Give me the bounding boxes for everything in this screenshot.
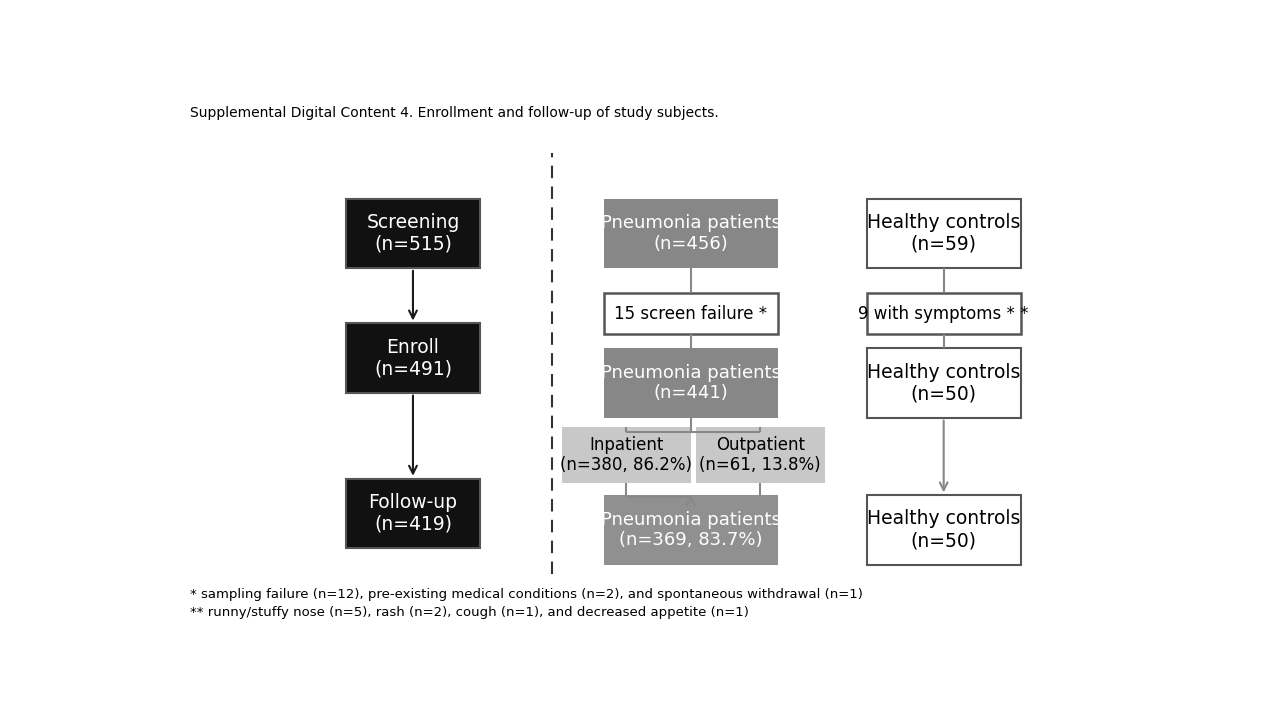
Text: Pneumonia patients
(n=456): Pneumonia patients (n=456)	[600, 214, 781, 253]
Bar	[604, 293, 777, 335]
Text: Inpatient
(n=380, 86.2%): Inpatient (n=380, 86.2%)	[561, 436, 692, 474]
Bar	[867, 348, 1020, 418]
Text: Healthy controls
(n=50): Healthy controls (n=50)	[867, 362, 1020, 403]
Text: 15 screen failure *: 15 screen failure *	[614, 305, 767, 323]
Bar	[867, 495, 1020, 564]
Bar	[867, 293, 1020, 335]
Bar	[562, 428, 691, 483]
Text: Supplemental Digital Content 4. Enrollment and follow-up of study subjects.: Supplemental Digital Content 4. Enrollme…	[189, 106, 718, 120]
Text: Outpatient
(n=61, 13.8%): Outpatient (n=61, 13.8%)	[699, 436, 820, 474]
Bar	[604, 199, 777, 268]
Bar	[346, 199, 480, 268]
Text: Healthy controls
(n=59): Healthy controls (n=59)	[867, 213, 1020, 254]
Text: Follow-up
(n=419): Follow-up (n=419)	[369, 492, 457, 534]
Text: Healthy controls
(n=50): Healthy controls (n=50)	[867, 510, 1020, 550]
Bar	[604, 495, 777, 564]
Text: 9 with symptoms * *: 9 with symptoms * *	[859, 305, 1029, 323]
Bar	[867, 199, 1020, 268]
Text: Pneumonia patients
(n=441): Pneumonia patients (n=441)	[600, 364, 781, 402]
Text: ** runny/stuffy nose (n=5), rash (n=2), cough (n=1), and decreased appetite (n=1: ** runny/stuffy nose (n=5), rash (n=2), …	[189, 606, 749, 619]
Bar	[604, 348, 777, 418]
Text: Pneumonia patients
(n=369, 83.7%): Pneumonia patients (n=369, 83.7%)	[600, 510, 781, 549]
Bar	[346, 323, 480, 392]
Text: Screening
(n=515): Screening (n=515)	[366, 213, 460, 254]
Bar	[696, 428, 824, 483]
Text: * sampling failure (n=12), pre-existing medical conditions (n=2), and spontaneou: * sampling failure (n=12), pre-existing …	[189, 588, 863, 601]
Bar	[346, 479, 480, 548]
Text: Enroll
(n=491): Enroll (n=491)	[374, 338, 452, 379]
